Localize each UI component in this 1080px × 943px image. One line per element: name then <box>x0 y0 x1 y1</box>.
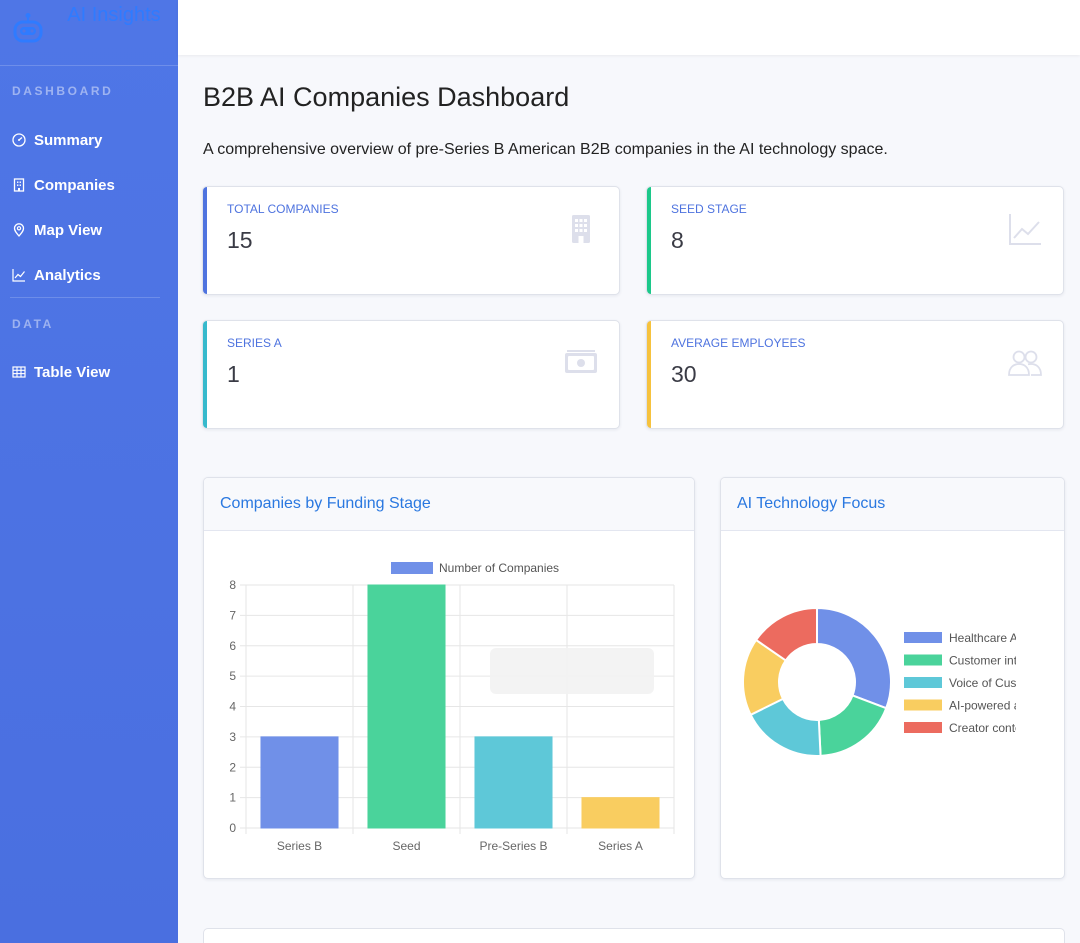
sidebar-divider <box>10 297 160 298</box>
robot-icon <box>13 13 43 43</box>
sidebar-item-label: Map View <box>34 221 103 239</box>
ai-technology-donut-chart: Healthcare AI Customer intellig Voice of C… <box>742 606 1043 757</box>
legend-label: Voice of Custome <box>949 676 1043 690</box>
stat-label: SEED STAGE <box>671 202 747 216</box>
legend-swatch <box>904 722 942 733</box>
building-icon <box>572 215 590 243</box>
sidebar-item-map-view[interactable]: Map View <box>12 218 102 242</box>
sidebar-item-table-view[interactable]: Table View <box>12 360 110 384</box>
y-tick-label: 8 <box>229 578 236 592</box>
money-bill-icon <box>565 350 597 373</box>
next-section-card <box>203 928 1065 943</box>
sidebar-item-analytics[interactable]: Analytics <box>12 263 101 287</box>
donut-slice <box>817 694 888 757</box>
x-tick-label: Pre-Series B <box>479 839 547 853</box>
legend-label: Number of Companies <box>439 561 559 575</box>
y-tick-label: 2 <box>229 760 236 774</box>
bar <box>260 736 339 829</box>
chart-card-title: Companies by Funding Stage <box>220 495 431 512</box>
chart-legend: Number of Companies <box>391 561 559 575</box>
legend-label: AI-powered adve <box>949 699 1040 713</box>
stat-label: AVERAGE EMPLOYEES <box>671 336 806 350</box>
legend-label: Healthcare AI <box>949 631 1021 645</box>
stat-card-series-a: SERIES A 1 <box>202 320 620 429</box>
stat-card-average-employees: AVERAGE EMPLOYEES 30 <box>646 320 1064 429</box>
y-tick-label: 7 <box>229 608 236 622</box>
y-tick-label: 0 <box>229 821 236 835</box>
legend-swatch <box>391 562 433 574</box>
stat-value: 8 <box>671 227 684 253</box>
stat-accent-bar <box>203 187 207 294</box>
stat-label: TOTAL COMPANIES <box>227 202 339 216</box>
chart-card-title: AI Technology Focus <box>737 495 886 512</box>
chart-line-icon <box>12 269 25 282</box>
stat-value: 15 <box>227 227 253 253</box>
sidebar-item-label: Summary <box>34 131 103 149</box>
sidebar-item-label: Companies <box>34 176 115 194</box>
brand-name: AI Insights <box>67 4 161 26</box>
donut-slice <box>754 606 818 662</box>
chart-card-header: Companies by Funding Stage <box>204 478 694 531</box>
building-icon <box>13 178 25 192</box>
bar <box>581 797 660 829</box>
legend-swatch <box>904 632 942 643</box>
stat-label: SERIES A <box>227 336 282 350</box>
chart-line-icon <box>1009 214 1041 245</box>
legend-label: Customer intellig <box>949 654 1038 668</box>
ai-technology-chart-card: AI Technology Focus Healthcare AI Custome… <box>720 477 1065 879</box>
sidebar-item-label: Analytics <box>34 266 101 284</box>
stat-card-seed-stage: SEED STAGE 8 <box>646 186 1064 295</box>
legend-swatch <box>904 677 942 688</box>
stat-accent-bar <box>647 187 651 294</box>
chart-card-header: AI Technology Focus <box>721 478 1064 531</box>
sidebar-heading-data: DATA <box>12 317 54 331</box>
x-tick-label: Series A <box>598 839 643 853</box>
y-tick-label: 3 <box>229 730 236 744</box>
y-tick-label: 5 <box>229 669 236 683</box>
legend-swatch <box>904 699 942 711</box>
sidebar-item-companies[interactable]: Companies <box>12 173 115 197</box>
stat-value: 30 <box>671 361 697 387</box>
stat-accent-bar <box>647 321 651 428</box>
bar <box>367 584 446 829</box>
funding-stage-bar-chart: Number of Companies 0 1 2 3 4 5 6 7 8 Series B Seed… <box>229 561 675 853</box>
users-icon <box>1008 350 1042 376</box>
page-title: B2B AI Companies Dashboard <box>203 82 570 112</box>
map-pin-icon <box>13 223 25 237</box>
stat-value: 1 <box>227 361 240 387</box>
x-tick-label: Series B <box>277 839 322 853</box>
page-subtitle: A comprehensive overview of pre-Series B… <box>203 141 888 158</box>
y-tick-label: 6 <box>229 639 236 653</box>
donut-slice <box>816 606 892 710</box>
stat-card-total-companies: TOTAL COMPANIES 15 <box>202 186 620 295</box>
funding-stage-chart-card: Companies by Funding Stage Number of Com… <box>203 477 695 879</box>
gauge-icon <box>12 133 26 147</box>
stat-accent-bar <box>203 321 207 428</box>
legend-label: Creator content <box>949 721 1032 735</box>
sidebar-heading-dashboard: DASHBOARD <box>12 84 114 98</box>
sidebar-item-label: Table View <box>34 363 111 381</box>
table-icon <box>12 366 26 378</box>
tooltip <box>490 648 654 694</box>
chart-legend: Healthcare AI Customer intellig Voice of C… <box>904 631 1043 735</box>
sidebar-item-summary[interactable]: Summary <box>12 128 102 152</box>
legend-swatch <box>904 654 942 666</box>
sidebar: AI Insights DASHBOARD Summary Companies … <box>0 0 178 943</box>
topbar <box>178 0 1080 55</box>
x-tick-label: Seed <box>392 839 420 853</box>
y-tick-label: 4 <box>229 700 236 714</box>
bar <box>474 736 553 829</box>
sidebar-brand[interactable]: AI Insights <box>0 0 178 66</box>
y-tick-label: 1 <box>229 791 236 805</box>
